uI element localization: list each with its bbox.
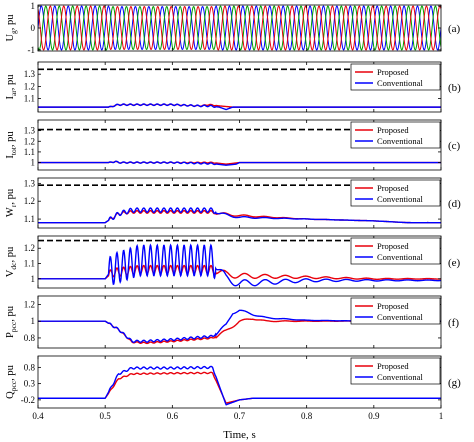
panel-tag: (d) [448,198,461,210]
x-tick-label: 0.5 [100,411,112,421]
y-tick-label: 0 [31,23,36,33]
legend-box [350,63,441,91]
x-tick-label: 1 [439,411,444,421]
y-tick-label: 1.1 [24,94,35,104]
series-line-conventional [38,160,441,166]
legend-label: Proposed [377,361,409,371]
x-tick-label: 0.8 [301,411,313,421]
y-tick-label: 0.3 [24,379,36,389]
plot-area [38,5,441,51]
panel-tag: (f) [448,317,459,329]
y-tick-label: 1.2 [24,81,35,91]
legend-label: Proposed [377,301,409,311]
y-tick-label: 1.1 [24,214,35,224]
y-tick-label: 1.1 [24,259,35,269]
y-axis-label: Ppcc, pu [5,305,18,338]
phase-c-line [38,5,441,51]
panel-tag: (e) [448,257,461,269]
series-line-conventional [38,365,441,406]
legend-label: Conventional [377,194,423,204]
legend-label: Conventional [377,312,423,322]
panel-g: -0.2 0.3 0.8 0.4 0.5 0.6 0.7 0.8 0.9 1 Qpcc, pu (g)… [5,355,461,421]
legend-label: Conventional [377,252,423,262]
y-tick-label: 1.2 [24,243,35,253]
legend-label: Proposed [377,183,409,193]
y-tick-label: 1 [31,274,36,284]
y-axis-label: Ug, pu [5,14,18,42]
y-tick-label: 1 [31,1,36,11]
x-tick-label: 0.9 [368,411,380,421]
x-tick-label: 0.7 [234,411,246,421]
x-axis-label: Time, s [223,429,256,441]
plot-area [38,365,441,406]
legend-label: Conventional [377,372,423,382]
y-tick-label: 1.1 [24,147,35,157]
y-tick-label: 1.3 [24,69,36,79]
y-tick-label: 1 [31,316,36,326]
legend-label: Conventional [377,136,423,146]
phase-b-line [38,5,441,51]
y-tick-label: 1.3 [24,178,36,188]
y-axis-label: Wr, pu [5,188,18,217]
y-axis-label: Qpcc, pu [5,364,18,399]
legend-label: Conventional [377,78,423,88]
legend-box [350,121,441,149]
y-tick-label: -1 [28,45,36,55]
panel-tag: (g) [448,377,461,389]
panel-c: 11.11.21.3 Itot, pu (c) ProposedConventiona… [5,119,461,171]
series-line-conventional [38,243,441,287]
legend-label: Proposed [377,125,409,135]
panel-tag: (a) [448,23,461,35]
phase-a-line [38,5,441,51]
y-tick-label: -0.2 [21,395,35,405]
panel-tag: (b) [448,82,461,94]
legend-label: Proposed [377,67,409,77]
x-tick-label: 0.4 [32,411,44,421]
y-tick-label: 1 [31,158,36,168]
legend-box [350,179,441,207]
y-axis-label: Iar, pu [5,74,18,100]
legend-label: Proposed [377,241,409,251]
y-tick-label: 1.2 [24,196,35,206]
legend-box [350,237,441,265]
series-line-conventional [38,103,441,111]
y-axis-label: Itot, pu [5,131,18,159]
series-line-conventional [38,207,441,224]
legend-box [350,297,441,325]
y-tick-label: 0.8 [24,333,36,343]
y-axis-label: Vdc, pu [5,246,18,277]
x-tick-label: 0.6 [167,411,179,421]
panel-a: -1 0 1 Ug, pu (a) [5,1,461,55]
series-line-proposed [38,264,441,280]
panel-tag: (c) [448,140,461,152]
y-tick-label: 1.2 [24,299,35,309]
legend-box [350,357,441,385]
y-tick-label: 0.8 [24,362,36,372]
y-tick-label: 1.3 [24,126,36,136]
y-tick-label: 1.2 [24,136,35,146]
